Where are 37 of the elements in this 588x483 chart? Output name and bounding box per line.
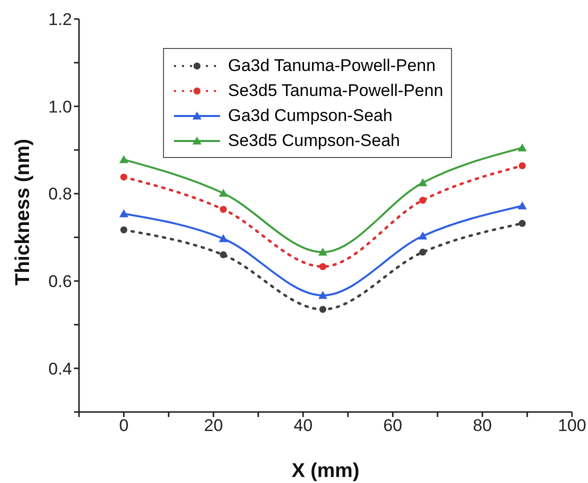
y-tick-label: 1.0 <box>48 97 72 116</box>
point <box>218 234 228 242</box>
point <box>119 155 128 164</box>
point <box>318 290 328 299</box>
point <box>518 143 527 152</box>
point <box>518 162 526 170</box>
legend-label: Se3d5 Tanuma-Powell-Penn <box>228 80 444 100</box>
point <box>418 178 428 186</box>
point <box>418 232 428 240</box>
legend-label: Se3d5 Cumpson-Seah <box>228 130 400 150</box>
point <box>220 251 227 258</box>
point <box>518 220 526 227</box>
point <box>319 263 326 270</box>
x-axis-title: X (mm) <box>292 460 360 482</box>
point <box>318 248 328 256</box>
point <box>319 306 326 313</box>
x-tick-label: 40 <box>294 416 313 436</box>
point <box>120 226 128 234</box>
point <box>119 209 128 218</box>
x-tick-label: 0 <box>119 416 129 436</box>
legend-label: Ga3d Tanuma-Powell-Penn <box>228 56 436 76</box>
point <box>120 174 128 181</box>
x-tick-label: 60 <box>383 416 402 436</box>
point <box>220 206 227 213</box>
x-tick-label: 100 <box>558 416 586 436</box>
point <box>218 188 228 197</box>
point <box>518 201 527 210</box>
y-tick-label: 1.2 <box>48 10 72 30</box>
y-tick-label: 0.8 <box>48 184 72 204</box>
y-tick-label: 0.4 <box>48 359 72 378</box>
legend-label: Ga3d Cumpson-Seah <box>228 106 392 126</box>
point <box>419 196 426 204</box>
point <box>419 248 426 256</box>
y-axis-title: Thickness (nm) <box>12 138 34 286</box>
y-tick-label: 0.6 <box>48 272 72 292</box>
x-tick-label: 80 <box>472 416 492 436</box>
x-tick-label: 20 <box>204 416 223 436</box>
